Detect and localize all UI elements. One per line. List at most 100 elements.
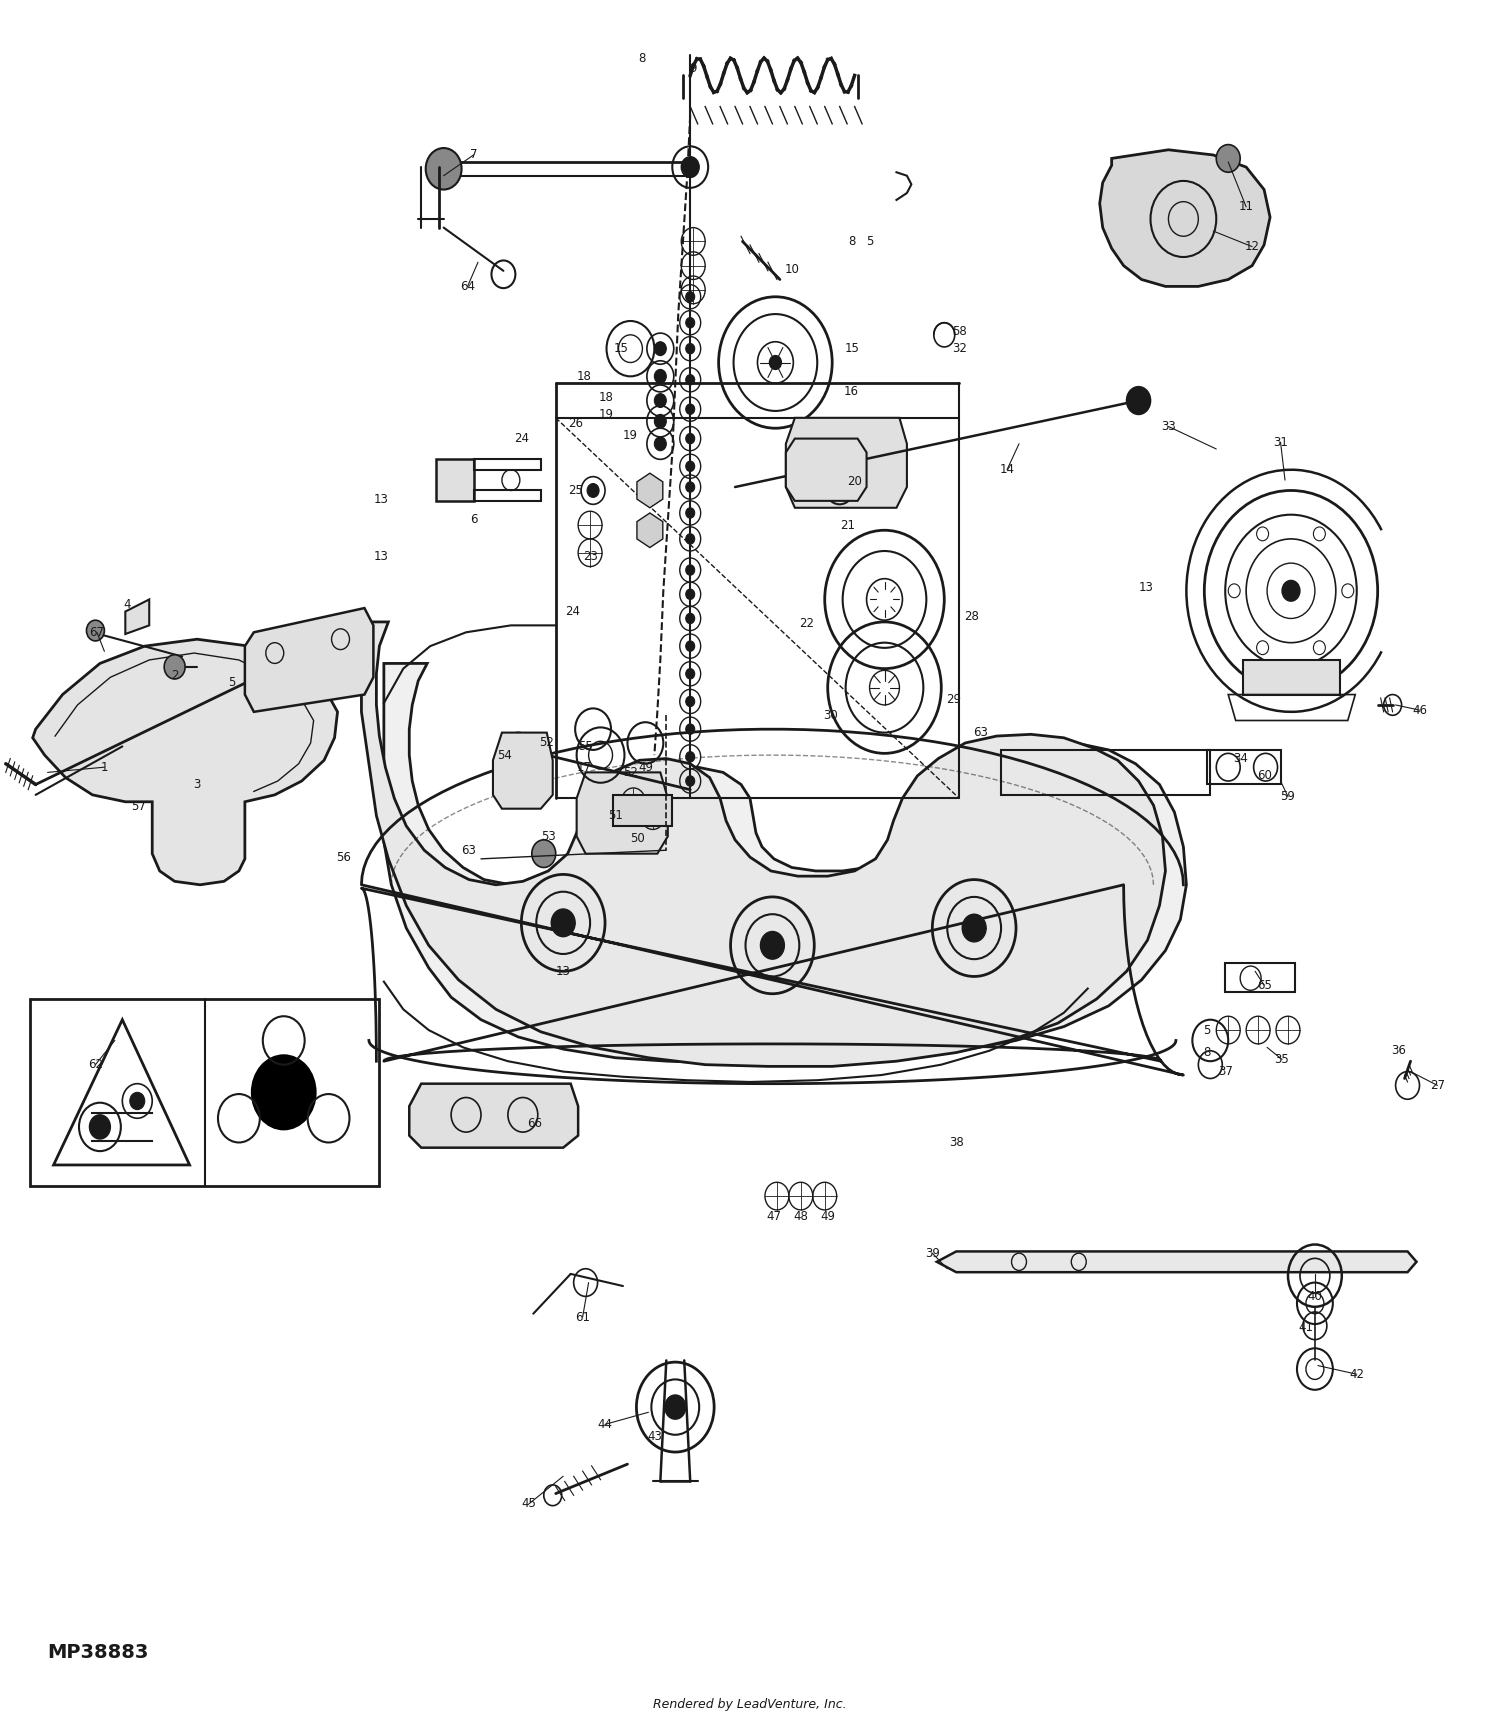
- Polygon shape: [1244, 659, 1341, 694]
- Circle shape: [834, 481, 846, 494]
- Circle shape: [770, 356, 782, 370]
- Bar: [30, 999, 380, 1185]
- Text: 62: 62: [88, 1058, 104, 1070]
- Text: 64: 64: [460, 279, 476, 293]
- Circle shape: [654, 370, 666, 383]
- Polygon shape: [1100, 149, 1270, 286]
- Text: 8: 8: [639, 52, 646, 64]
- Circle shape: [686, 344, 694, 354]
- Text: 34: 34: [1233, 751, 1248, 765]
- Text: 25: 25: [567, 484, 582, 496]
- Circle shape: [532, 840, 555, 868]
- Text: MP38883: MP38883: [48, 1643, 148, 1662]
- Polygon shape: [576, 772, 668, 854]
- Polygon shape: [612, 795, 672, 826]
- Polygon shape: [33, 638, 338, 885]
- Circle shape: [654, 394, 666, 408]
- Text: 18: 18: [576, 370, 591, 383]
- Polygon shape: [786, 418, 908, 508]
- Text: 12: 12: [1245, 239, 1260, 253]
- Circle shape: [664, 1395, 686, 1419]
- Circle shape: [681, 156, 699, 177]
- Text: 41: 41: [1299, 1320, 1314, 1334]
- Polygon shape: [362, 621, 1166, 1067]
- Text: 6: 6: [470, 514, 477, 526]
- Text: 27: 27: [1430, 1079, 1444, 1091]
- Polygon shape: [410, 1084, 578, 1147]
- Text: 18: 18: [598, 390, 613, 404]
- Text: 43: 43: [646, 1430, 662, 1444]
- Circle shape: [251, 1055, 316, 1131]
- Text: 48: 48: [794, 1211, 808, 1223]
- Polygon shape: [126, 599, 148, 633]
- Text: 53: 53: [542, 829, 555, 843]
- Circle shape: [686, 723, 694, 734]
- Circle shape: [90, 1116, 111, 1138]
- Text: 24: 24: [564, 606, 579, 618]
- Circle shape: [686, 640, 694, 651]
- Text: 5: 5: [865, 234, 873, 248]
- Circle shape: [130, 1093, 144, 1110]
- Circle shape: [654, 415, 666, 429]
- Text: 39: 39: [926, 1247, 940, 1260]
- Text: 51: 51: [608, 809, 622, 822]
- Text: 15: 15: [614, 342, 628, 356]
- Text: 38: 38: [950, 1136, 963, 1149]
- Text: 66: 66: [528, 1117, 543, 1129]
- Text: 58: 58: [952, 324, 966, 338]
- Text: 29: 29: [945, 694, 960, 706]
- Text: 9: 9: [690, 62, 698, 75]
- Text: 59: 59: [1281, 789, 1296, 803]
- Text: 3: 3: [194, 777, 201, 791]
- Text: 26: 26: [567, 416, 582, 430]
- Text: 60: 60: [1257, 769, 1272, 782]
- Text: 67: 67: [90, 626, 105, 638]
- Circle shape: [686, 590, 694, 599]
- Text: 22: 22: [800, 618, 814, 630]
- Circle shape: [686, 482, 694, 493]
- Polygon shape: [786, 439, 867, 501]
- Polygon shape: [244, 607, 374, 711]
- Text: 55: 55: [578, 739, 592, 753]
- Circle shape: [686, 462, 694, 472]
- Circle shape: [654, 342, 666, 356]
- Circle shape: [686, 291, 694, 302]
- Text: 8: 8: [847, 234, 855, 248]
- Text: 13: 13: [556, 965, 570, 979]
- Text: 45: 45: [522, 1497, 537, 1511]
- Text: 15: 15: [844, 342, 859, 356]
- Circle shape: [1282, 581, 1300, 600]
- Circle shape: [686, 566, 694, 576]
- Text: 52: 52: [622, 765, 638, 779]
- Circle shape: [550, 909, 574, 937]
- Circle shape: [686, 776, 694, 786]
- Text: 42: 42: [1348, 1367, 1364, 1381]
- Text: 10: 10: [784, 262, 800, 276]
- Text: 11: 11: [1239, 200, 1254, 213]
- Text: 21: 21: [840, 519, 855, 531]
- Circle shape: [686, 404, 694, 415]
- Polygon shape: [494, 732, 552, 809]
- Text: 23: 23: [582, 550, 597, 562]
- Circle shape: [962, 914, 986, 942]
- Circle shape: [686, 434, 694, 444]
- Text: 14: 14: [999, 463, 1014, 475]
- Text: 20: 20: [847, 475, 862, 488]
- Text: 63: 63: [972, 727, 987, 739]
- Text: 52: 52: [540, 736, 554, 750]
- Polygon shape: [638, 474, 663, 508]
- Text: 36: 36: [1390, 1044, 1406, 1057]
- Text: 46: 46: [1412, 704, 1426, 717]
- Circle shape: [1126, 387, 1150, 415]
- Text: 28: 28: [963, 611, 978, 623]
- Circle shape: [586, 484, 598, 498]
- Text: 56: 56: [336, 850, 351, 864]
- Polygon shape: [384, 663, 1186, 1064]
- Circle shape: [686, 668, 694, 678]
- Text: 5: 5: [1203, 1024, 1210, 1036]
- Text: 4: 4: [123, 599, 130, 611]
- Text: 8: 8: [1203, 1046, 1210, 1058]
- Text: 24: 24: [514, 432, 529, 446]
- Circle shape: [686, 696, 694, 706]
- Text: 50: 50: [630, 831, 645, 845]
